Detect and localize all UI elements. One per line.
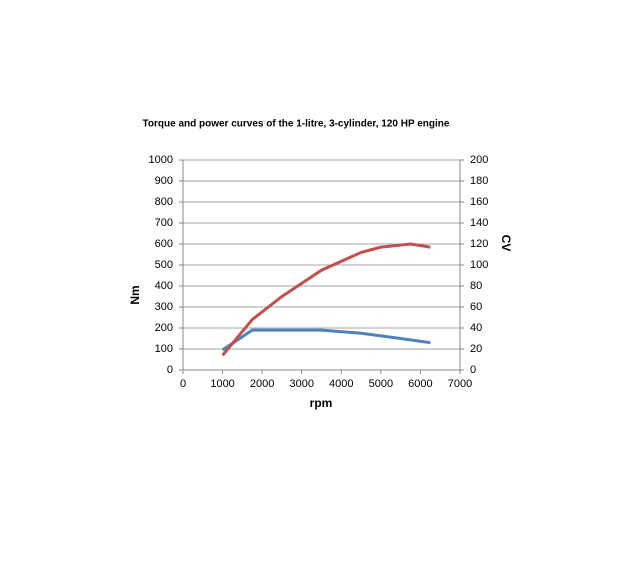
x-tick-label: 3000 bbox=[289, 378, 313, 390]
y-tick-label: 500 bbox=[155, 259, 173, 271]
x-tick-label: 7000 bbox=[448, 378, 472, 390]
y2-tick-label: 60 bbox=[470, 301, 482, 313]
y-tick-label: 300 bbox=[155, 301, 173, 313]
series-line bbox=[221, 328, 431, 352]
x-tick-label: 5000 bbox=[369, 378, 393, 390]
y2-tick-label: 140 bbox=[470, 217, 488, 229]
y-tick-label: 400 bbox=[155, 280, 173, 292]
y2-tick-label: 0 bbox=[470, 364, 476, 376]
y-tick-label: 0 bbox=[167, 364, 173, 376]
y-tick-label: 1000 bbox=[149, 154, 173, 166]
x-tick-label: 6000 bbox=[408, 378, 432, 390]
y2-tick-label: 160 bbox=[470, 196, 488, 208]
y-axis-title: Nm bbox=[128, 285, 142, 304]
y2-tick-label: 40 bbox=[470, 322, 482, 334]
y2-tick-label: 20 bbox=[470, 343, 482, 355]
y2-tick-label: 120 bbox=[470, 238, 488, 250]
y2-tick-label: 180 bbox=[470, 175, 488, 187]
chart-title: Torque and power curves of the 1-litre, … bbox=[143, 119, 450, 130]
y-tick-label: 200 bbox=[155, 322, 173, 334]
x-tick-label: 4000 bbox=[329, 378, 353, 390]
series-line bbox=[221, 242, 431, 357]
x-tick-label: 0 bbox=[180, 378, 186, 390]
y-tick-label: 700 bbox=[155, 217, 173, 229]
y-tick-label: 900 bbox=[155, 175, 173, 187]
y-tick-label: 800 bbox=[155, 196, 173, 208]
x-axis-title: rpm bbox=[310, 396, 333, 410]
y2-tick-label: 80 bbox=[470, 280, 482, 292]
y-tick-label: 600 bbox=[155, 238, 173, 250]
x-tick-label: 2000 bbox=[250, 378, 274, 390]
y-tick-label: 100 bbox=[155, 343, 173, 355]
y2-tick-label: 100 bbox=[470, 259, 488, 271]
y2-tick-label: 200 bbox=[470, 154, 488, 166]
y2-axis-title: CV bbox=[499, 235, 513, 252]
x-tick-label: 1000 bbox=[210, 378, 234, 390]
